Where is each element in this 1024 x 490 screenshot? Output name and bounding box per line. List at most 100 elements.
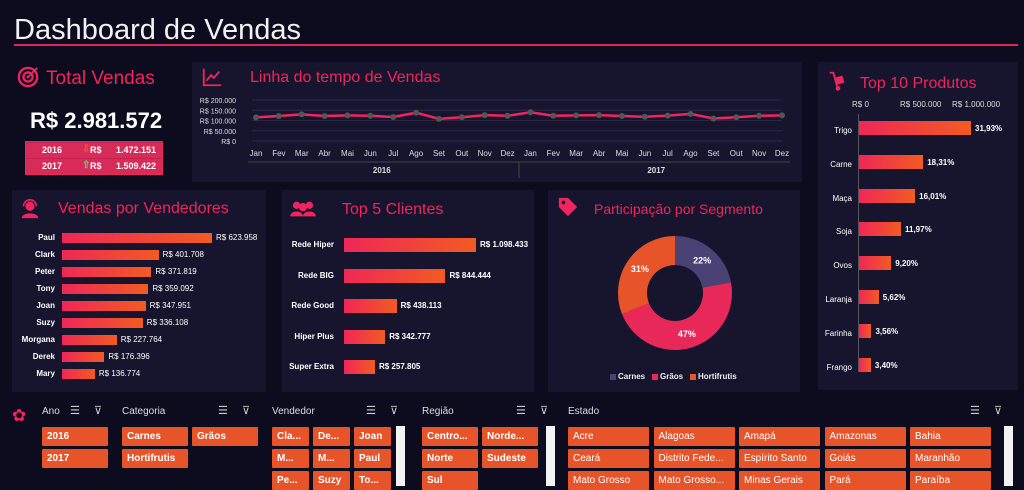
- scrollbar[interactable]: [1004, 426, 1013, 486]
- arrow-down-icon: ⇩: [82, 144, 91, 155]
- bar: [859, 222, 901, 237]
- slicer-item[interactable]: 2017: [42, 449, 108, 468]
- bar: [62, 284, 149, 294]
- data-point: [344, 112, 351, 119]
- slicer-item[interactable]: Pará: [824, 471, 906, 490]
- slicer-item[interactable]: M...: [272, 449, 309, 468]
- data-point: [733, 114, 740, 121]
- slicer-item[interactable]: Hortifrutis: [122, 449, 188, 468]
- currency-label: R$: [90, 145, 102, 155]
- bar-value: R$ 623.958: [216, 233, 258, 242]
- slicer-item[interactable]: Grãos: [192, 427, 258, 446]
- slicer-item[interactable]: Suzy: [313, 471, 350, 490]
- slicer-item[interactable]: Mato Grosso: [568, 471, 649, 490]
- slicer-item[interactable]: Centro...: [422, 427, 478, 446]
- line-chart-icon: [202, 68, 222, 87]
- slicer-item[interactable]: Bahia: [910, 427, 991, 446]
- slicer-item[interactable]: Ceará: [568, 449, 649, 468]
- year-value: 1.472.151: [115, 145, 156, 155]
- data-point: [641, 113, 648, 120]
- x-tick: Jan: [250, 149, 263, 158]
- x-tick: Ago: [683, 149, 698, 158]
- x-tick: Out: [730, 149, 744, 158]
- slicer-title: Categoria: [122, 406, 166, 417]
- slicer-item[interactable]: Amazonas: [824, 427, 906, 446]
- slicer-item[interactable]: Minas Gerais: [739, 471, 820, 490]
- scrollbar[interactable]: [546, 426, 555, 486]
- clear-filter-icon[interactable]: ⊽: [540, 405, 549, 417]
- slicer-item[interactable]: Acre: [568, 427, 649, 446]
- slicer-item[interactable]: To...: [354, 471, 391, 490]
- slicer-item[interactable]: Alagoas: [653, 427, 735, 446]
- multiselect-icon[interactable]: ☰: [970, 405, 980, 417]
- scrollbar[interactable]: [396, 426, 405, 486]
- bar-label: Rede Good: [291, 301, 334, 310]
- slicer-item[interactable]: Carnes: [122, 427, 188, 446]
- bar: [344, 329, 386, 344]
- slicer-item[interactable]: Espírito Santo: [739, 449, 820, 468]
- slicer-item[interactable]: Goiás: [824, 449, 906, 468]
- axis-tick: R$ 500.000: [900, 100, 942, 109]
- bar-value: 11,97%: [904, 225, 932, 235]
- slicer-item[interactable]: Distrito Fede...: [653, 449, 735, 468]
- clear-filter-icon[interactable]: ⊽: [242, 405, 251, 417]
- year-row-2017: 2017 ⇧ R$ 1.509.422: [26, 159, 162, 174]
- y-tick: R$ 0: [221, 139, 236, 146]
- y-tick: R$ 100.000: [200, 119, 236, 126]
- year-label: 2017: [647, 166, 665, 175]
- bar: [859, 357, 871, 372]
- bar-label: Rede BIG: [297, 270, 334, 280]
- bar: [62, 352, 105, 362]
- x-tick: Fev: [272, 149, 285, 158]
- bar-label: Rede Hiper: [291, 240, 334, 249]
- slicer-item[interactable]: Norde...: [482, 427, 538, 446]
- bar-value: R$ 844.444: [449, 270, 491, 280]
- data-point: [618, 112, 625, 119]
- multiselect-icon[interactable]: ☰: [366, 405, 376, 417]
- slicer-item[interactable]: Amapá: [739, 427, 820, 446]
- bar-value: R$ 347.951: [149, 301, 192, 310]
- slicer-item[interactable]: Paraíba: [910, 471, 991, 490]
- slicer-item[interactable]: Pe...: [272, 471, 309, 490]
- clear-filter-icon[interactable]: ⊽: [94, 405, 103, 417]
- clear-filter-icon[interactable]: ⊽: [994, 405, 1003, 417]
- multiselect-icon[interactable]: ☰: [218, 405, 228, 417]
- bar: [344, 268, 446, 283]
- arrow-up-icon: ⇧: [82, 160, 91, 171]
- bar-value: R$ 371.819: [155, 267, 197, 276]
- axis-line: [858, 114, 859, 372]
- slicer-item[interactable]: Joan: [354, 427, 391, 446]
- currency-label: R$: [90, 161, 102, 171]
- slicer-item[interactable]: Cla...: [272, 427, 309, 446]
- clear-filter-icon[interactable]: ⊽: [390, 405, 399, 417]
- bar-value: 3,40%: [874, 360, 898, 370]
- target-icon: [17, 66, 39, 88]
- bar-value: R$ 438.113: [400, 301, 442, 310]
- segmento-title: Participação por Segmento: [594, 201, 763, 217]
- bar: [62, 335, 117, 345]
- slicer-item[interactable]: Sudeste: [482, 449, 538, 468]
- bar-value: 31,93%: [975, 124, 1003, 133]
- x-tick: Nov: [752, 149, 766, 158]
- bar: [344, 299, 397, 313]
- segmento-donut: 22% 47% 31%: [618, 236, 732, 350]
- slicer-item[interactable]: M...: [313, 449, 350, 468]
- bar-label: Super Extra: [289, 362, 334, 371]
- produtos-panel: Top 10 Produtos R$ 0 R$ 500.000 R$ 1.000…: [818, 62, 1018, 390]
- multiselect-icon[interactable]: ☰: [70, 405, 80, 417]
- slicer-item[interactable]: 2016: [42, 427, 108, 446]
- slicer-item[interactable]: Maranhão: [910, 449, 991, 468]
- multiselect-icon[interactable]: ☰: [516, 405, 526, 417]
- clientes-title: Top 5 Clientes: [342, 201, 444, 218]
- bar-label: Laranja: [825, 295, 852, 304]
- data-point: [596, 112, 603, 119]
- slicer-title: Região: [422, 406, 454, 417]
- slicer-item[interactable]: Paul: [354, 449, 391, 468]
- gear-icon[interactable]: ✿: [12, 406, 27, 425]
- slicer-item[interactable]: Sul: [422, 471, 478, 490]
- slicer-item[interactable]: Mato Grosso...: [653, 471, 735, 490]
- slicer-item[interactable]: Norte: [422, 449, 478, 468]
- bar: [859, 256, 892, 271]
- slicer-item[interactable]: De...: [313, 427, 350, 446]
- produtos-title: Top 10 Produtos: [860, 75, 977, 92]
